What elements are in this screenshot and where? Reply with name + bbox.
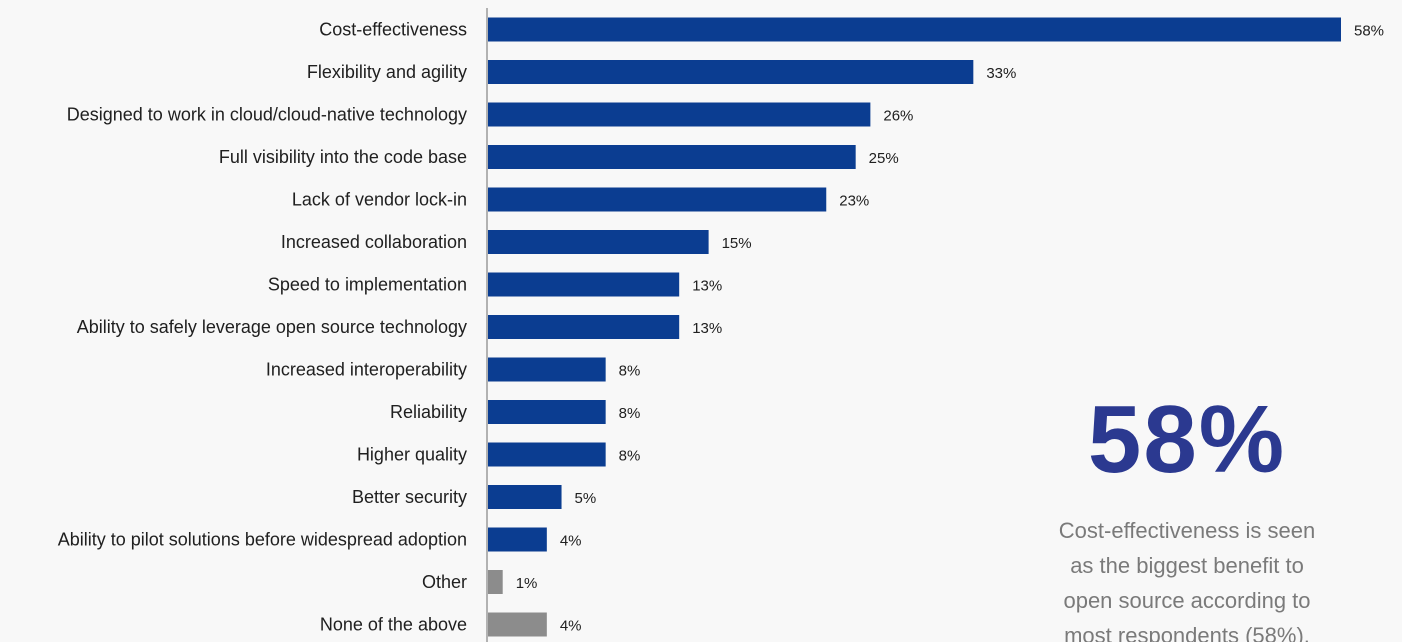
callout-line: Cost-effectiveness is seen: [1058, 518, 1316, 543]
category-label: Designed to work in cloud/cloud-native t…: [67, 105, 467, 125]
bar: [488, 315, 680, 339]
value-label: 4%: [560, 618, 582, 635]
bar: [488, 17, 1341, 42]
value-label: 5%: [575, 490, 597, 507]
category-label: Ability to pilot solutions before widesp…: [58, 530, 467, 550]
category-label: Increased interoperability: [266, 360, 467, 380]
value-label: 13%: [692, 320, 722, 337]
value-label: 8%: [619, 405, 641, 422]
category-label: Better security: [352, 487, 467, 507]
value-label: 15%: [722, 235, 752, 252]
category-label: Increased collaboration: [281, 232, 467, 252]
callout-value: 58%: [1087, 386, 1287, 493]
value-label: 33%: [986, 65, 1016, 82]
category-label: Higher quality: [357, 445, 467, 465]
bar: [488, 485, 562, 509]
value-label: 1%: [516, 575, 538, 592]
bar: [488, 527, 547, 552]
category-label: Cost-effectiveness: [319, 20, 467, 40]
value-label: 8%: [619, 448, 641, 465]
highlight-callout: 58% Cost-effectiveness is seen as the bi…: [1020, 385, 1354, 642]
category-label: Other: [422, 572, 467, 592]
bar: [488, 442, 606, 467]
bar: [488, 357, 606, 382]
bar: [488, 612, 547, 637]
value-label: 23%: [839, 193, 869, 210]
category-label: Flexibility and agility: [307, 62, 467, 82]
value-label: 8%: [619, 363, 641, 380]
value-label: 4%: [560, 533, 582, 550]
callout-line: as the biggest benefit to: [1070, 553, 1304, 578]
bar: [488, 187, 827, 212]
bar: [488, 272, 680, 297]
bars-group: Cost-effectiveness 58% Flexibility and agi…: [58, 17, 1384, 637]
callout-line: open source according to: [1063, 588, 1311, 613]
category-label: Speed to implementation: [268, 275, 467, 295]
callout-line: most respondents (58%).: [1064, 623, 1310, 642]
value-label: 25%: [869, 150, 899, 167]
bar: [488, 230, 709, 254]
category-label: Lack of vendor lock-in: [292, 190, 467, 210]
value-label: 58%: [1354, 23, 1384, 40]
bar: [488, 145, 856, 169]
category-label: None of the above: [320, 615, 467, 635]
bar: [488, 102, 871, 127]
value-label: 26%: [883, 108, 913, 125]
category-label: Full visibility into the code base: [219, 147, 467, 167]
value-label: 13%: [692, 278, 722, 295]
bar: [488, 400, 606, 424]
category-label: Ability to safely leverage open source t…: [77, 317, 467, 337]
bar: [488, 570, 503, 594]
category-label: Reliability: [390, 402, 467, 422]
bar: [488, 60, 974, 84]
callout-text: Cost-effectiveness is seen as the bigges…: [1020, 513, 1354, 642]
